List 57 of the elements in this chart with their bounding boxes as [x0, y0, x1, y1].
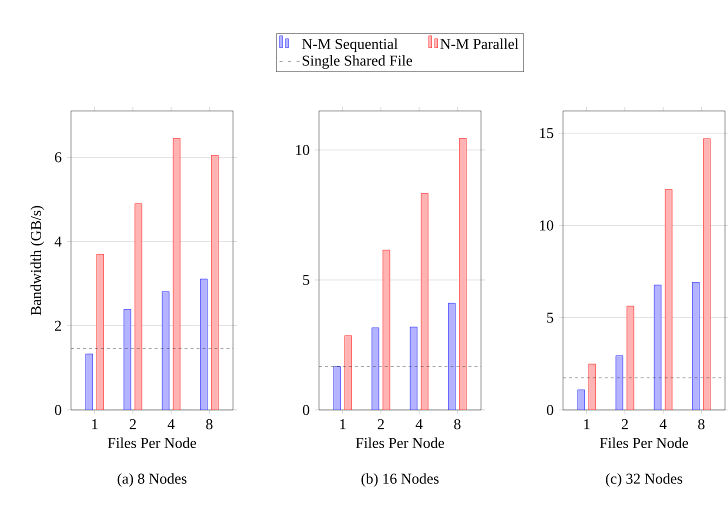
y-tick-label: 5 — [547, 312, 554, 323]
bar — [654, 284, 662, 410]
bar — [172, 138, 180, 410]
bar — [96, 254, 104, 410]
bar — [459, 138, 467, 410]
legend-label: Single Shared File — [302, 55, 412, 69]
x-axis-title: Files Per Node — [108, 438, 196, 448]
x-tick-label: 2 — [378, 419, 384, 430]
bar — [616, 356, 624, 410]
x-tick-label: 4 — [168, 419, 175, 430]
y-axis-title: Bandwidth (GB/s) — [30, 206, 44, 316]
x-tick-label: 4 — [416, 419, 423, 430]
x-tick-label: 2 — [622, 419, 628, 430]
y-tick-label: 10 — [540, 220, 554, 230]
bar — [410, 326, 418, 410]
bar — [211, 155, 219, 410]
bar — [333, 366, 341, 410]
x-tick-label: 8 — [454, 419, 460, 430]
bar — [382, 250, 390, 410]
y-tick-label: 15 — [540, 128, 554, 138]
bar — [448, 302, 456, 410]
bar — [588, 364, 596, 410]
x-axis-title: Files Per Node — [600, 438, 688, 448]
bar — [626, 306, 634, 410]
bar — [372, 328, 380, 410]
bar — [344, 335, 352, 410]
y-tick-label: 2 — [54, 320, 61, 331]
x-axis-title: Files Per Node — [356, 438, 444, 448]
y-tick-label: 5 — [303, 274, 310, 285]
bar — [664, 189, 672, 410]
y-tick-label: 10 — [296, 144, 310, 156]
y-tick-label: 0 — [302, 404, 310, 416]
bar — [162, 291, 170, 410]
legend-label: N-M Sequential — [302, 38, 398, 52]
bar — [692, 282, 700, 410]
y-tick-label: 4 — [54, 236, 62, 246]
x-tick-label: 4 — [660, 419, 667, 430]
bar — [420, 193, 428, 410]
text: (c) 32 Nodes — [606, 473, 682, 487]
x-tick-label: 8 — [698, 419, 704, 430]
y-tick-label: 0 — [546, 404, 554, 416]
text: (b) 16 Nodes — [362, 473, 439, 487]
x-tick-label: 1 — [340, 419, 346, 430]
x-tick-label: 1 — [584, 419, 590, 430]
x-tick-label: 8 — [206, 419, 212, 430]
bar — [134, 203, 142, 410]
bar — [200, 278, 208, 410]
bar — [703, 138, 711, 410]
y-tick-label: 0 — [54, 404, 62, 416]
bar — [578, 390, 585, 410]
bar — [124, 309, 132, 410]
text: (a) 8 Nodes — [118, 473, 186, 487]
bar — [85, 354, 93, 410]
legend-label: N-M Parallel — [440, 38, 518, 50]
x-tick-label: 2 — [130, 419, 136, 430]
y-tick-label: 6 — [54, 152, 62, 162]
x-tick-label: 1 — [92, 419, 98, 430]
